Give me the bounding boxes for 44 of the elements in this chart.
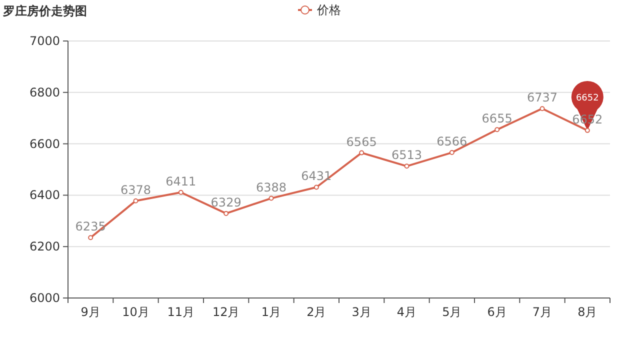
x-tick-label: 6月 xyxy=(487,305,507,319)
legend-label: 价格 xyxy=(316,3,341,17)
x-tick-label: 9月 xyxy=(80,305,100,319)
data-label: 6388 xyxy=(256,180,287,194)
point xyxy=(314,184,319,190)
annotation: 6652 xyxy=(576,93,599,104)
chart-title: 罗庄房价走势图 xyxy=(2,4,87,18)
y-tick-label: 6200 xyxy=(29,240,60,254)
y-tick-label: 6800 xyxy=(29,85,60,100)
data-label: 6513 xyxy=(391,148,422,162)
y-tick-label: 6600 xyxy=(29,136,60,151)
x-tick-label: 3月 xyxy=(352,305,372,319)
x-tick-label: 8月 xyxy=(578,305,598,319)
x-tick-label: 7月 xyxy=(532,305,552,319)
y-tick-label: 7000 xyxy=(29,34,60,48)
x-tick-label: 1月 xyxy=(261,305,282,319)
data-label: 6655 xyxy=(482,112,512,126)
point xyxy=(359,150,364,156)
x-tick-label: 11月 xyxy=(167,305,195,319)
x-tick-label: 12月 xyxy=(212,305,240,319)
data-label: 6329 xyxy=(210,195,242,210)
data-label: 6737 xyxy=(526,90,558,105)
point xyxy=(540,106,545,112)
point xyxy=(404,164,410,169)
point xyxy=(133,198,138,204)
x-tick-label: 4月 xyxy=(396,305,417,319)
data-label: 6565 xyxy=(346,134,377,149)
data-label: 6411 xyxy=(166,174,196,188)
y-tick-label: 6000 xyxy=(29,291,60,305)
data-label: 6566 xyxy=(436,134,468,149)
data-label: 6431 xyxy=(301,169,332,184)
point xyxy=(449,150,454,156)
point xyxy=(178,190,184,195)
point xyxy=(224,210,229,216)
data-label: 6235 xyxy=(75,220,106,234)
point xyxy=(494,127,500,132)
point xyxy=(584,128,590,133)
y-tick-label: 6400 xyxy=(29,188,60,202)
point xyxy=(268,196,274,201)
data-label: 6378 xyxy=(120,182,152,197)
point xyxy=(88,235,94,240)
x-tick-label: 2月 xyxy=(306,305,326,319)
x-tick-label: 5月 xyxy=(442,305,462,319)
x-tick-label: 10月 xyxy=(122,305,150,319)
